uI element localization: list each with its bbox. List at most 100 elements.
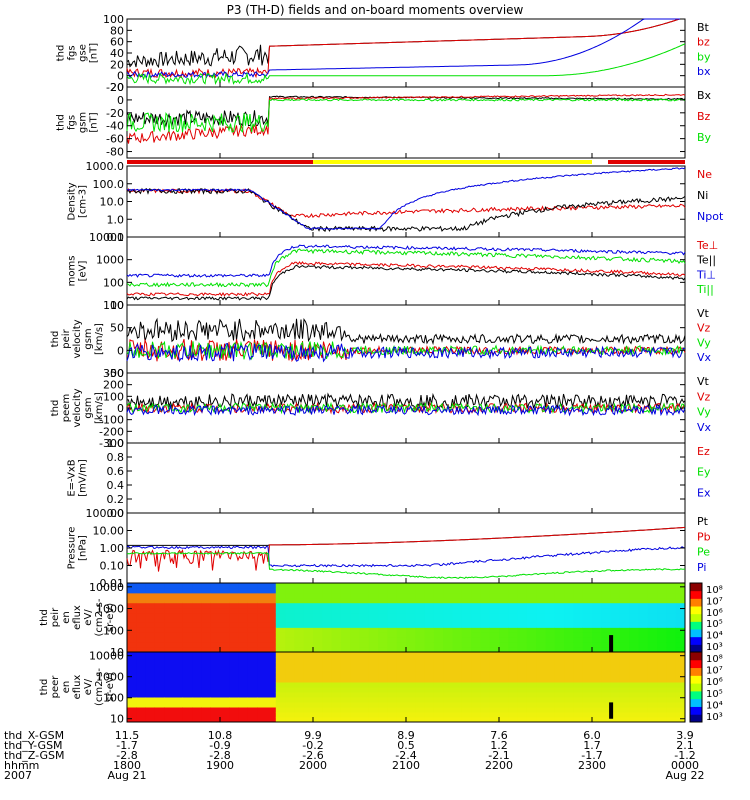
spectrogram-cell <box>285 667 295 673</box>
spectrogram-cell <box>536 647 546 653</box>
spectrogram-cell <box>610 682 621 688</box>
spectrogram-cell <box>406 662 416 668</box>
spectrogram-cell <box>666 657 677 663</box>
spectrogram-cell <box>415 652 426 658</box>
spectrogram-cell <box>536 632 546 638</box>
y-axis-label: [km/s] <box>94 392 105 424</box>
spectrogram-cell <box>201 583 212 589</box>
spectrogram-cell <box>322 637 333 643</box>
y-axis-label: (cm2-s- <box>94 598 105 636</box>
spectrogram-cell <box>433 667 444 673</box>
spectrogram-cell <box>387 592 398 599</box>
spectrogram-cell <box>573 622 584 628</box>
spectrogram-cell <box>368 587 379 594</box>
spectrogram-cell <box>461 692 472 698</box>
spectrogram-cell <box>480 687 491 693</box>
spectrogram-cell <box>508 717 519 723</box>
spectrogram-cell <box>471 627 481 633</box>
spectrogram-cell <box>619 657 630 663</box>
spectrogram-cell <box>415 687 426 693</box>
spectrogram-cell <box>666 712 677 718</box>
spectrogram-cell <box>461 672 472 678</box>
spectrogram-cell <box>220 627 230 633</box>
spectrogram-cell <box>675 682 686 688</box>
spectrogram-cell <box>182 657 193 663</box>
spectrogram-cell <box>340 637 351 643</box>
spectrogram-cell <box>601 712 612 718</box>
spectrogram-cell <box>164 602 174 609</box>
spectrogram-cell <box>396 692 407 698</box>
legend-entry: Bt <box>697 21 710 34</box>
spectrogram-cell <box>322 607 333 614</box>
y-axis-label: peer <box>50 675 61 699</box>
y-tick-label: 10 <box>110 713 124 726</box>
spectrogram-cell <box>368 682 379 688</box>
colorbar-band <box>690 621 702 630</box>
spectrogram-cell <box>247 692 258 698</box>
spectrogram-cell <box>331 662 342 668</box>
spectrogram-cell <box>313 637 323 643</box>
spectrogram-cell <box>480 707 491 713</box>
spectrogram-cell <box>629 592 639 599</box>
spectrogram-cell <box>303 583 314 589</box>
spectrogram-cell <box>582 632 593 638</box>
spectrogram-cell <box>322 642 333 648</box>
spectrogram-cell <box>526 662 537 668</box>
spectrogram-cell <box>164 692 174 698</box>
spectrogram-cell <box>666 597 677 604</box>
spectrogram-cell <box>629 672 639 678</box>
spectrogram-cell <box>657 637 667 643</box>
spectrogram-cell <box>303 677 314 683</box>
spectrogram-cell <box>536 637 546 643</box>
spectrogram-cell <box>480 662 491 668</box>
spectrogram-cell <box>154 587 165 594</box>
spectrogram-cell <box>424 702 435 708</box>
spectrogram-cell <box>173 667 184 673</box>
spectrogram-cell <box>145 672 156 678</box>
spectrogram-cell <box>424 717 435 723</box>
spectrogram-cell <box>675 657 686 663</box>
spectrogram-cell <box>582 583 593 589</box>
spectrogram-cell <box>266 602 277 609</box>
spectrogram-cell <box>378 602 388 609</box>
spectrogram-cell <box>545 647 556 653</box>
spectrogram-cell <box>443 667 453 673</box>
spectrogram-cell <box>210 632 221 638</box>
spectrogram-cell <box>610 587 621 594</box>
spectrogram-cell <box>424 687 435 693</box>
spectrogram-cell <box>647 583 658 589</box>
spectrogram-cell <box>592 707 602 713</box>
spectrogram-cell <box>154 707 165 713</box>
spectrogram-cell <box>127 672 137 678</box>
spectrogram-cell <box>592 607 602 614</box>
legend-entry: by <box>697 50 711 63</box>
spectrogram-cell <box>424 712 435 718</box>
spectrogram-cell <box>489 627 500 633</box>
spectrogram-cell <box>275 587 286 594</box>
ephemeris-value: -2.6 <box>302 749 323 762</box>
spectrogram-cell <box>340 702 351 708</box>
spectrogram-cell <box>238 617 249 623</box>
spectrogram-cell <box>127 597 137 604</box>
spectrogram-cell <box>424 627 435 633</box>
spectrogram-cell <box>303 617 314 623</box>
spectrogram-cell <box>201 647 212 653</box>
spectrogram-cell <box>638 617 649 623</box>
spectrogram-cell <box>406 697 416 703</box>
spectrogram-cell <box>238 697 249 703</box>
spectrogram-cell <box>619 667 630 673</box>
spectrogram-cell <box>368 592 379 599</box>
spectrogram-cell <box>443 617 453 623</box>
spectrogram-cell <box>582 627 593 633</box>
spectrogram-cell <box>536 672 546 678</box>
spectrogram-cell <box>471 632 481 638</box>
spectrogram-cell <box>517 677 528 683</box>
spectrogram-cell <box>573 687 584 693</box>
spectrogram-cell <box>359 632 370 638</box>
spectrogram-cell <box>536 702 546 708</box>
y-tick-label: 0.01 <box>100 577 125 590</box>
spectrogram-cell <box>331 687 342 693</box>
spectrogram-cell <box>387 637 398 643</box>
spectrogram-cell <box>443 592 453 599</box>
spectrogram-cell <box>480 712 491 718</box>
